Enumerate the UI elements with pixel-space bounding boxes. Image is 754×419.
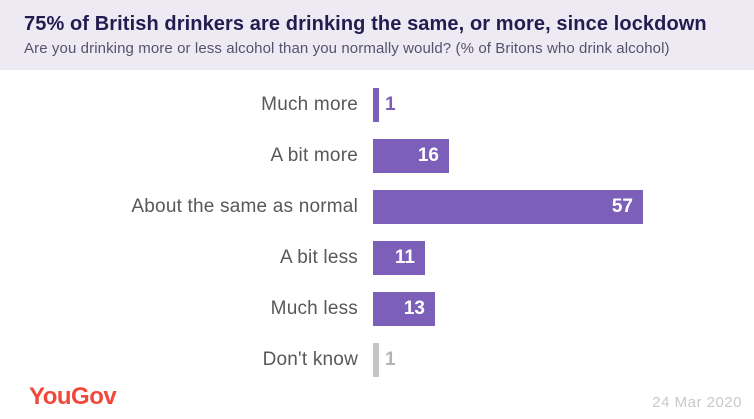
yougov-logo: YouGov xyxy=(29,383,117,410)
bar: 11 xyxy=(373,241,425,275)
bar-value-label: 1 xyxy=(385,94,396,115)
bar-row: A bit more 16 xyxy=(0,139,754,173)
bar-row: Much more 1 xyxy=(0,88,754,122)
bar-track: 1 xyxy=(373,88,754,122)
bar: 57 xyxy=(373,190,643,224)
bar-value-label: 16 xyxy=(417,145,439,166)
bar: 16 xyxy=(373,139,449,173)
bar-track: 16 xyxy=(373,139,754,173)
bar-value-label: 1 xyxy=(385,349,396,370)
bar-category-label: Don't know xyxy=(262,349,358,370)
publication-date: 24 Mar 2020 xyxy=(652,394,742,411)
bar-category-label: A bit more xyxy=(270,145,358,166)
bar-value-label: 11 xyxy=(394,247,415,268)
bar-category-label: Much more xyxy=(261,94,358,115)
bar-row: About the same as normal 57 xyxy=(0,190,754,224)
bar-row: Much less 13 xyxy=(0,292,754,326)
bar-category-label: A bit less xyxy=(279,247,358,268)
bar xyxy=(373,88,379,122)
bar xyxy=(373,343,379,377)
bar-chart: Much more 1 A bit more 16 About the same… xyxy=(0,88,754,377)
bar-category-label: Much less xyxy=(270,298,358,319)
bar-track: 11 xyxy=(373,241,754,275)
chart-subtitle: Are you drinking more or less alcohol th… xyxy=(24,40,670,57)
bar-category-label: About the same as normal xyxy=(131,196,358,217)
chart-header: 75% of British drinkers are drinking the… xyxy=(0,0,754,70)
bar-value-label: 13 xyxy=(403,298,425,319)
bar-track: 1 xyxy=(373,343,754,377)
bar-row: Don't know 1 xyxy=(0,343,754,377)
bar: 13 xyxy=(373,292,435,326)
bar-track: 57 xyxy=(373,190,754,224)
bar-row: A bit less 11 xyxy=(0,241,754,275)
chart-title: 75% of British drinkers are drinking the… xyxy=(24,13,707,35)
bar-value-label: 57 xyxy=(611,196,633,217)
bar-track: 13 xyxy=(373,292,754,326)
